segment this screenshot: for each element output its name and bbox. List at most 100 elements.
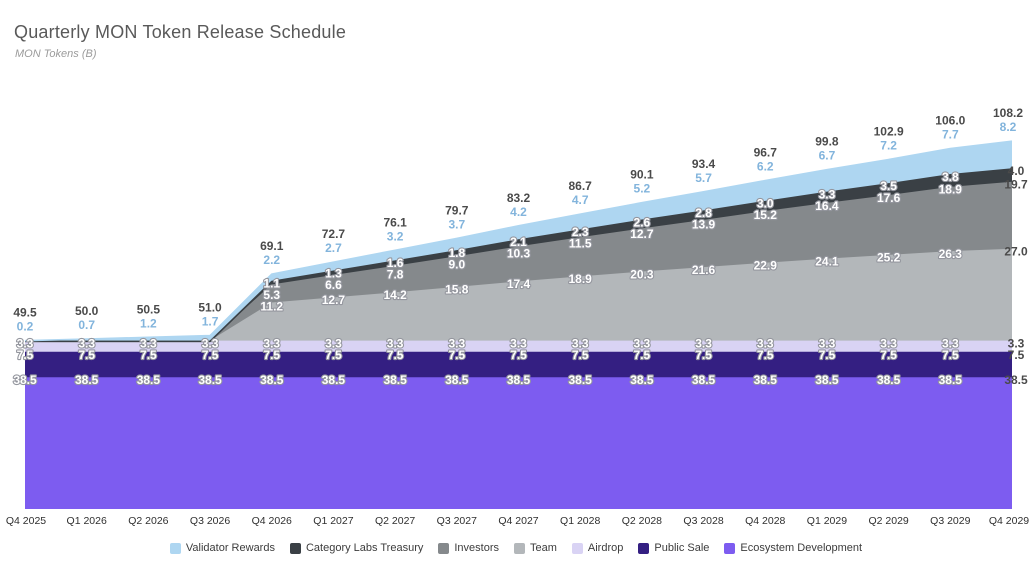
band-value-label: 2.1 [510, 235, 527, 249]
band-value-label: 2.8 [695, 206, 712, 220]
area-band-investors [25, 182, 1012, 342]
area-band-ecosystem-development [25, 378, 1012, 509]
legend-swatch-icon [571, 542, 583, 554]
band-value-label: 3.8 [942, 170, 959, 184]
total-label: 99.8 [815, 135, 839, 149]
legend-item-investors[interactable]: Investors [438, 542, 499, 554]
x-axis-label: Q3 2029 [930, 515, 970, 527]
band-value-label: 11.5 [569, 237, 592, 251]
x-axis-label: Q2 2026 [128, 515, 168, 527]
total-label: 83.2 [507, 191, 531, 205]
band-value-label: 9.0 [448, 257, 465, 271]
x-axis-label: Q3 2027 [437, 515, 477, 527]
legend-item-validator-rewards[interactable]: Validator Rewards [169, 542, 275, 554]
band-value-label: 3.3 [942, 336, 959, 350]
band-value-label: 7.5 [880, 348, 897, 362]
legend-label: Team [530, 542, 557, 554]
legend-swatch-icon [438, 542, 450, 554]
legend-swatch-icon [638, 542, 650, 554]
band-value-label: 7.5 [387, 348, 404, 362]
total-label: 102.9 [874, 124, 904, 138]
total-label: 93.4 [692, 157, 716, 171]
band-value-label: 25.2 [877, 251, 901, 265]
x-axis-label: Q3 2026 [190, 515, 230, 527]
x-axis-label: Q4 2026 [252, 515, 292, 527]
band-value-label: 15.2 [754, 208, 778, 222]
band-value-label: 38.5 [75, 373, 99, 387]
legend-swatch-icon [289, 542, 301, 554]
area-band-team [25, 249, 1012, 342]
band-value-label: 17.6 [877, 191, 901, 205]
band-value-label: 3.3 [757, 336, 774, 350]
legend-swatch-icon [724, 542, 736, 554]
legend-item-public-sale[interactable]: Public Sale [638, 542, 709, 554]
band-value-label: 10.3 [507, 247, 531, 261]
total-label: 108.2 [993, 106, 1023, 120]
validator-value-label: 5.7 [695, 171, 712, 185]
total-label: 90.1 [630, 168, 654, 182]
legend-item-category-labs-treasury[interactable]: Category Labs Treasury [289, 542, 424, 554]
validator-value-label: 8.2 [1000, 120, 1017, 134]
legend-swatch-icon [514, 542, 525, 554]
x-axis-label: Q4 2029 [989, 515, 1029, 527]
band-value-label: 7.5 [17, 348, 34, 362]
band-value-label: 3.3 [325, 336, 342, 350]
band-value-label: 3.3 [819, 187, 836, 201]
validator-value-label: 1.2 [140, 316, 157, 330]
total-label: 69.1 [260, 239, 284, 253]
validator-value-label: 1.7 [202, 315, 219, 329]
validator-value-label: 4.2 [510, 205, 527, 219]
band-value-label: 7.5 [202, 348, 219, 362]
band-value-label: 7.8 [387, 268, 404, 282]
band-value-label: 18.9 [569, 272, 593, 286]
band-value-label: 3.3 [572, 336, 589, 350]
validator-value-label: 2.2 [263, 253, 280, 267]
band-value-label: 2.6 [634, 215, 651, 229]
band-value-label: 27.0 [1004, 245, 1028, 259]
band-value-label: 38.5 [692, 373, 716, 387]
band-value-label: 38.5 [754, 373, 778, 387]
band-value-label: 38.5 [507, 373, 531, 387]
band-value-label: 3.3 [78, 336, 95, 350]
band-value-label: 3.0 [757, 197, 774, 211]
band-value-label: 26.3 [939, 247, 963, 261]
legend-item-ecosystem-development[interactable]: Ecosystem Development [724, 542, 862, 554]
legend-label: Airdrop [587, 542, 624, 554]
band-value-label: 7.5 [757, 348, 774, 362]
band-value-label: 7.5 [78, 348, 95, 362]
band-value-label: 38.5 [322, 373, 346, 387]
band-value-label: 3.3 [448, 336, 465, 350]
x-axis-label: Q1 2028 [560, 515, 600, 527]
total-label: 106.0 [935, 114, 965, 128]
band-value-label: 7.5 [572, 348, 589, 362]
band-value-label: 3.3 [202, 336, 219, 350]
x-axis-label: Q2 2027 [375, 515, 415, 527]
band-value-label: 7.5 [634, 348, 651, 362]
band-value-label: 3.3 [17, 336, 34, 350]
band-value-label: 13.9 [692, 218, 716, 232]
band-value-label: 12.7 [630, 227, 654, 241]
band-value-label: 11.2 [260, 300, 283, 314]
legend-item-airdrop[interactable]: Airdrop [571, 542, 624, 554]
band-value-label: 14.2 [383, 288, 407, 302]
band-value-label: 22.9 [754, 259, 778, 273]
total-label: 72.7 [322, 227, 346, 241]
area-band-public-sale [25, 352, 1012, 379]
band-value-label: 16.4 [815, 199, 839, 213]
band-value-label: 12.7 [322, 293, 346, 307]
total-label: 86.7 [569, 179, 593, 193]
band-value-label: 3.3 [819, 336, 836, 350]
legend-item-team[interactable]: Team [514, 542, 557, 554]
total-label: 79.7 [445, 203, 469, 217]
band-value-label: 2.3 [572, 225, 589, 239]
validator-value-label: 0.7 [78, 318, 95, 332]
chart-legend: Validator Rewards Category Labs Treasury I… [0, 542, 1032, 554]
band-value-label: 24.1 [815, 254, 839, 268]
legend-label: Category Labs Treasury [305, 542, 424, 554]
band-value-label: 5.3 [263, 288, 280, 302]
band-value-label: 7.5 [819, 348, 836, 362]
band-value-label: 7.5 [1008, 348, 1025, 362]
validator-value-label: 4.7 [572, 193, 589, 207]
band-value-label: 17.4 [507, 277, 531, 291]
